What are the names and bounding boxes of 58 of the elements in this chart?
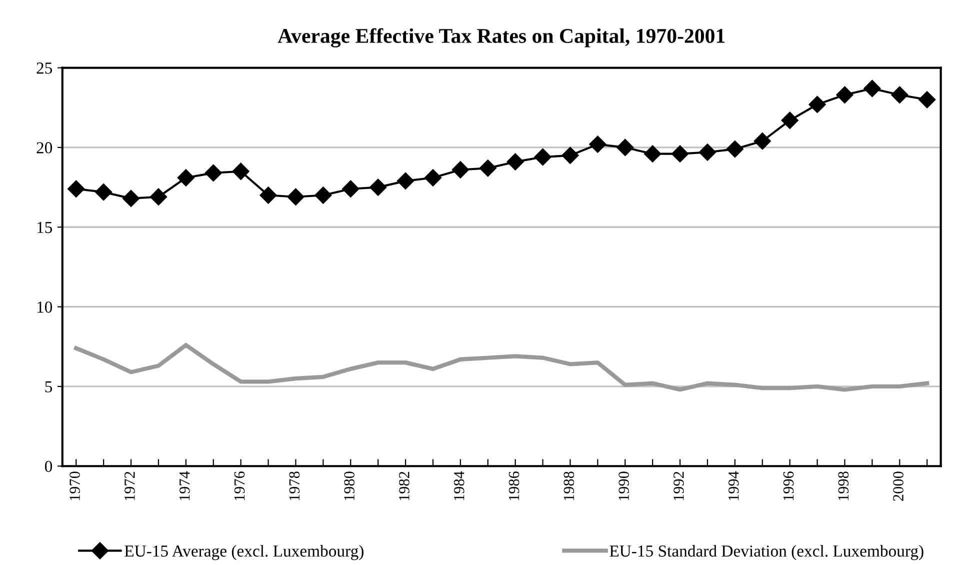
point — [534, 148, 552, 166]
point — [260, 186, 277, 204]
point — [891, 86, 908, 104]
point — [864, 80, 881, 98]
point — [122, 190, 140, 207]
y-tick-label: 0 — [44, 460, 52, 472]
x-tick-label: 1976 — [234, 471, 245, 500]
point — [698, 144, 716, 161]
x-tick-label: 1974 — [179, 471, 190, 500]
point — [781, 112, 798, 129]
point — [396, 172, 414, 190]
x-tick-label: 1996 — [783, 471, 794, 500]
x-tick-label: 1992 — [674, 472, 684, 500]
point — [95, 184, 112, 201]
legend-label: EU-15 Standard Deviation (excl. Luxembourg) — [610, 544, 924, 560]
point — [726, 140, 744, 158]
point — [918, 91, 936, 108]
point — [370, 178, 387, 196]
point — [616, 138, 634, 156]
x-tick-label: 1994 — [728, 471, 739, 500]
point — [562, 146, 579, 164]
point — [287, 188, 304, 206]
point — [836, 86, 854, 104]
x-tick-label: 1972 — [124, 472, 135, 500]
line-series — [74, 342, 930, 392]
y-tick-label: 10 — [37, 301, 52, 313]
point — [808, 96, 826, 113]
point — [452, 161, 469, 178]
y-tick-label: 15 — [37, 222, 52, 234]
point — [342, 180, 360, 198]
x-tick-label: 1986 — [508, 471, 520, 500]
x-tick-label: 1980 — [344, 472, 354, 500]
x-tick-label: 1988 — [564, 472, 574, 500]
legend-label: EU-15 Average (excl. Luxembourg) — [124, 544, 364, 560]
point — [177, 169, 194, 186]
y-tick-label: 25 — [36, 62, 52, 74]
x-tick-label: 1970 — [70, 472, 80, 500]
x-tick-label: 1982 — [399, 472, 410, 500]
x-tick-label: 2000 — [893, 472, 904, 501]
x-tick-label: 1978 — [289, 472, 300, 500]
point — [589, 136, 606, 153]
point — [754, 132, 771, 150]
y-tick-label: 20 — [36, 142, 52, 154]
point — [232, 162, 250, 180]
chart-title: Average Effective Tax Rates on Capital, 1970-2001 — [278, 28, 725, 48]
x-tick-label: 1984 — [454, 471, 464, 500]
point — [68, 180, 85, 198]
point — [644, 145, 662, 162]
x-tick-label: 1990 — [618, 472, 629, 500]
y-tick-label: 5 — [45, 381, 52, 392]
point — [314, 186, 332, 204]
point — [204, 164, 222, 182]
point — [479, 160, 496, 177]
x-tick-label: 1998 — [838, 472, 849, 500]
point — [150, 188, 168, 206]
point — [424, 169, 442, 186]
point — [506, 153, 524, 170]
point — [671, 145, 689, 162]
